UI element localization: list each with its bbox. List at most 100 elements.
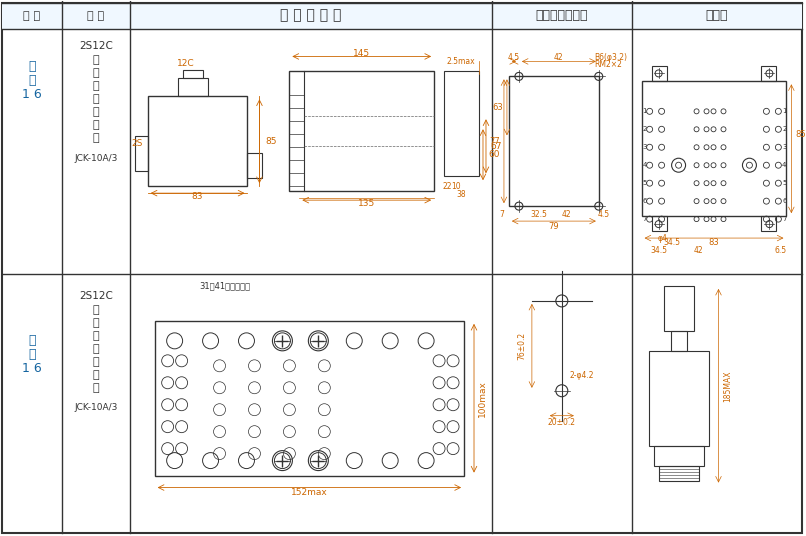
Text: 2S12C: 2S12C xyxy=(79,291,113,301)
Text: 10: 10 xyxy=(451,182,461,191)
Text: 附: 附 xyxy=(28,60,35,73)
Bar xyxy=(289,71,434,191)
Text: RM2×2: RM2×2 xyxy=(594,60,621,69)
Text: 34.5: 34.5 xyxy=(650,245,667,255)
Text: 安装开孔尺寸图: 安装开孔尺寸图 xyxy=(535,9,588,22)
Text: JCK-10A/3: JCK-10A/3 xyxy=(74,403,118,412)
Bar xyxy=(671,331,687,351)
Text: 5: 5 xyxy=(782,180,787,186)
Text: 后: 后 xyxy=(93,107,99,117)
Text: 1 6: 1 6 xyxy=(22,88,42,101)
Text: 32.5: 32.5 xyxy=(530,210,547,219)
Text: 7: 7 xyxy=(782,216,787,222)
Text: 线: 线 xyxy=(93,133,99,143)
Text: 2.5max: 2.5max xyxy=(447,57,476,66)
Text: 1 6: 1 6 xyxy=(22,362,42,375)
Text: 凸: 凸 xyxy=(93,305,99,315)
Text: 图: 图 xyxy=(28,348,35,361)
Text: 2S12C: 2S12C xyxy=(79,41,113,51)
Bar xyxy=(642,81,787,216)
Text: 185MAX: 185MAX xyxy=(724,370,733,401)
Bar xyxy=(177,78,208,96)
Text: 20±0.2: 20±0.2 xyxy=(548,418,575,427)
Bar xyxy=(509,77,599,206)
Text: 3: 3 xyxy=(782,144,787,150)
Text: 100max: 100max xyxy=(478,380,487,417)
Text: 83: 83 xyxy=(192,192,203,200)
Text: 6: 6 xyxy=(782,198,787,204)
Bar xyxy=(247,153,263,178)
Bar xyxy=(155,321,464,475)
Text: 4.5: 4.5 xyxy=(598,210,610,219)
Text: 接: 接 xyxy=(93,120,99,130)
Text: 145: 145 xyxy=(353,49,370,58)
Text: 152max: 152max xyxy=(291,488,328,497)
Text: 79: 79 xyxy=(549,221,559,230)
Text: 结 构: 结 构 xyxy=(87,11,104,20)
Text: 接: 接 xyxy=(93,370,99,380)
Text: 式: 式 xyxy=(93,331,99,341)
Text: 63: 63 xyxy=(492,103,503,112)
Bar xyxy=(649,351,708,445)
Bar xyxy=(147,96,247,186)
Text: 2: 2 xyxy=(642,126,647,132)
Text: JCK-10A/3: JCK-10A/3 xyxy=(74,154,118,163)
Text: 板: 板 xyxy=(93,94,99,105)
Text: 2S: 2S xyxy=(131,139,143,148)
Bar xyxy=(444,71,479,176)
Text: 42: 42 xyxy=(562,210,571,219)
Text: 1: 1 xyxy=(642,108,647,114)
Text: 板: 板 xyxy=(93,344,99,354)
Text: 6.5: 6.5 xyxy=(775,245,787,255)
Text: 图: 图 xyxy=(28,74,35,87)
Text: 7: 7 xyxy=(500,210,505,219)
Text: 7: 7 xyxy=(642,216,647,222)
Text: 4: 4 xyxy=(782,162,787,168)
Text: 图 号: 图 号 xyxy=(23,11,40,20)
Bar xyxy=(659,466,699,481)
Text: 2: 2 xyxy=(782,126,787,132)
Bar xyxy=(654,445,704,466)
Text: 端子图: 端子图 xyxy=(705,9,728,22)
Text: 1: 1 xyxy=(782,108,787,114)
Text: 83: 83 xyxy=(708,237,719,247)
Text: 线: 线 xyxy=(93,383,99,393)
Bar xyxy=(651,216,667,231)
Text: 凸: 凸 xyxy=(93,55,99,65)
Text: 38: 38 xyxy=(456,190,466,199)
Text: 出: 出 xyxy=(93,69,99,78)
Text: 34.5: 34.5 xyxy=(663,237,680,247)
Bar xyxy=(762,66,776,81)
Bar xyxy=(183,70,202,78)
Text: 附: 附 xyxy=(28,334,35,347)
Bar xyxy=(135,136,147,171)
Text: 60: 60 xyxy=(488,150,500,159)
Text: 12C: 12C xyxy=(177,59,194,68)
Bar xyxy=(2,3,802,28)
Bar xyxy=(663,286,693,331)
Text: 5: 5 xyxy=(642,180,647,186)
Bar xyxy=(651,66,667,81)
Text: 4.5: 4.5 xyxy=(508,53,520,62)
Text: B6(φ3.2): B6(φ3.2) xyxy=(594,53,627,62)
Text: 67: 67 xyxy=(490,142,501,151)
Text: 135: 135 xyxy=(358,199,375,207)
Text: 出: 出 xyxy=(93,318,99,328)
Text: 3: 3 xyxy=(642,144,647,150)
Text: 2-φ4.2: 2-φ4.2 xyxy=(570,371,594,380)
Text: 31、41为电流端子: 31、41为电流端子 xyxy=(200,281,251,291)
Text: φ4: φ4 xyxy=(658,234,667,243)
Text: 6: 6 xyxy=(642,198,647,204)
Text: 85: 85 xyxy=(265,137,277,146)
Text: 85: 85 xyxy=(796,130,806,139)
Bar xyxy=(762,216,776,231)
Text: 前: 前 xyxy=(93,357,99,367)
Text: 4: 4 xyxy=(642,162,647,168)
Text: 外 形 尺 寸 图: 外 形 尺 寸 图 xyxy=(280,9,341,23)
Text: 式: 式 xyxy=(93,81,99,91)
Text: 76±0.2: 76±0.2 xyxy=(517,332,526,360)
Text: 22: 22 xyxy=(442,182,452,191)
Text: 42: 42 xyxy=(554,53,563,62)
Text: 77: 77 xyxy=(489,137,500,146)
Text: 42: 42 xyxy=(694,245,704,255)
